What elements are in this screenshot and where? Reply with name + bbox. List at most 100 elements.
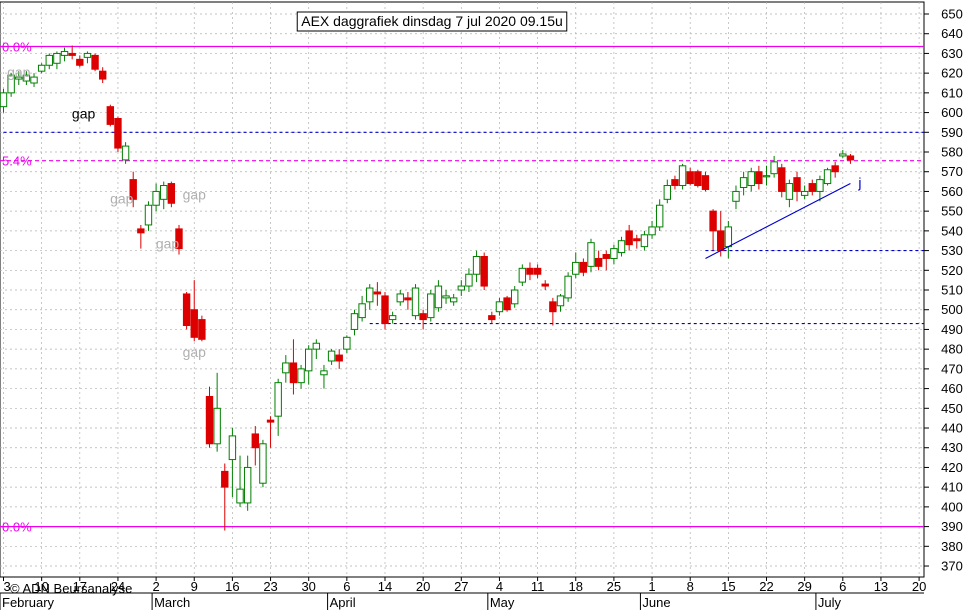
candle-body: [106, 106, 115, 125]
candle: [503, 295, 511, 312]
candle-body: [251, 433, 259, 449]
candle-body: [709, 210, 717, 232]
candle-body: [297, 368, 305, 384]
candle-body: [732, 190, 740, 202]
candle-body: [572, 261, 580, 275]
candle: [114, 116, 122, 153]
x-tick-label: 11: [531, 579, 545, 594]
month-label: February: [2, 595, 55, 610]
candle-body: [533, 267, 542, 275]
candle: [68, 45, 76, 60]
candle-body: [663, 185, 672, 200]
candle: [259, 439, 267, 488]
plot-frame: [0, 1, 925, 578]
chart-title-group: AEX daggrafiek dinsdag 7 jul 2020 09.15u: [296, 11, 568, 32]
candle-body: [617, 240, 626, 254]
candle: [747, 167, 755, 192]
candle: [549, 297, 557, 326]
candle: [648, 221, 656, 239]
y-tick-label: 450: [941, 401, 963, 416]
candle-body: [503, 297, 511, 311]
candle: [816, 175, 824, 202]
y-tick-label: 460: [941, 381, 963, 396]
candle-body: [167, 183, 176, 204]
candle-body: [160, 185, 168, 200]
x-tick-label: 17: [73, 579, 87, 594]
candle: [15, 71, 23, 85]
candle: [30, 73, 38, 87]
y-tick-label: 410: [941, 480, 963, 495]
x-tick-label: 16: [225, 579, 239, 594]
candle-body: [236, 488, 244, 504]
candle: [327, 349, 336, 365]
candle-body: [53, 52, 61, 64]
candle: [793, 171, 801, 202]
candle-body: [152, 190, 160, 206]
y-tick-label: 430: [941, 440, 963, 455]
candle-body: [221, 470, 229, 488]
candle-body: [121, 145, 130, 161]
gap-annotation: gap: [156, 236, 180, 252]
x-tick-label: 2: [152, 579, 159, 594]
x-tick-label: 15: [721, 579, 735, 594]
x-tick-label: 20: [912, 579, 926, 594]
candle: [175, 224, 183, 255]
candle: [480, 252, 488, 291]
candle-body: [755, 171, 763, 185]
candle: [358, 295, 366, 322]
y-tick-label: 380: [941, 539, 963, 554]
y-tick-label: 480: [941, 342, 963, 357]
month-label: June: [642, 595, 670, 610]
y-tick-label: 370: [941, 559, 963, 574]
candle-body: [526, 267, 534, 275]
candle: [228, 428, 237, 498]
candle-body: [587, 242, 595, 267]
candle-body: [648, 226, 656, 236]
candle-body: [83, 52, 92, 58]
x-tick-label: 1: [648, 579, 655, 594]
candle: [755, 165, 763, 190]
candle: [617, 236, 626, 257]
candle-body: [640, 234, 649, 248]
candle-body: [686, 171, 694, 185]
gap-annotation: gap: [72, 105, 96, 121]
candle: [556, 293, 565, 312]
candle-body: [327, 350, 336, 362]
grid: [0, 1, 925, 578]
candle-body: [678, 165, 687, 187]
candle-body: [343, 336, 351, 350]
candle: [297, 364, 305, 389]
candle-body: [427, 293, 435, 319]
candle: [282, 355, 290, 383]
candle: [694, 169, 702, 188]
x-tick-label: 8: [687, 579, 694, 594]
y-axis: 370 380 390 400 410 420 430 440 450 460 470 480 490 5…: [924, 7, 963, 574]
candle: [594, 250, 603, 271]
candle: [343, 335, 351, 354]
x-tick-label: 4: [496, 579, 503, 594]
candle: [770, 155, 778, 178]
y-tick-label: 580: [941, 145, 963, 160]
x-tick-label: 6: [839, 579, 846, 594]
candle-body: [305, 348, 313, 372]
candle: [511, 286, 519, 308]
candle: [739, 171, 748, 196]
x-tick-label: 23: [263, 579, 277, 594]
candle: [144, 201, 153, 231]
candle-body: [411, 287, 420, 317]
candle: [236, 455, 244, 507]
candle: [129, 171, 137, 208]
chart-title-box: [296, 11, 568, 32]
candle: [579, 258, 588, 277]
candle-body: [335, 354, 343, 362]
candle: [709, 209, 717, 251]
candle: [0, 88, 8, 113]
candle-body: [434, 285, 443, 309]
candle-body: [655, 204, 664, 228]
fib-level-label: 0.0%: [2, 520, 32, 535]
candle-body: [541, 283, 549, 287]
y-tick-label: 400: [941, 499, 963, 514]
support-lines: [3, 131, 924, 325]
candle: [388, 311, 397, 324]
